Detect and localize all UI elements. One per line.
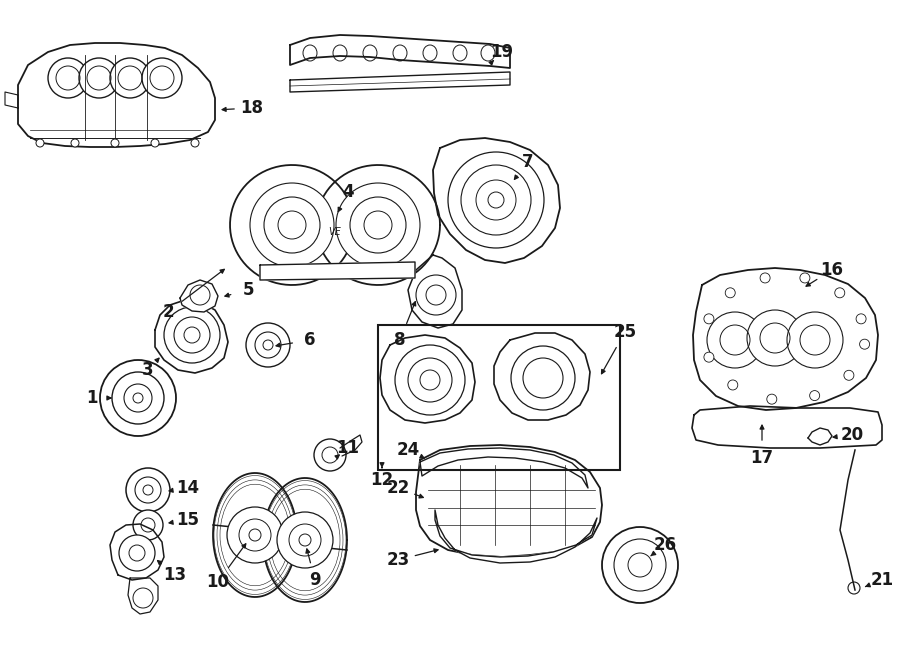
Text: 2: 2: [162, 303, 174, 321]
Text: 4: 4: [342, 183, 354, 201]
Circle shape: [704, 352, 714, 362]
Circle shape: [856, 314, 866, 324]
Circle shape: [133, 510, 163, 540]
Text: VE: VE: [328, 227, 341, 237]
Circle shape: [704, 314, 714, 324]
Text: 24: 24: [396, 441, 419, 459]
Circle shape: [448, 152, 544, 248]
Text: 1: 1: [86, 389, 98, 407]
Bar: [378, 325, 620, 470]
Circle shape: [48, 58, 88, 98]
Text: 11: 11: [337, 439, 359, 457]
Polygon shape: [290, 35, 510, 68]
Circle shape: [728, 380, 738, 390]
Circle shape: [602, 527, 678, 603]
Polygon shape: [180, 280, 218, 312]
Circle shape: [191, 139, 199, 147]
Circle shape: [511, 346, 575, 410]
Circle shape: [800, 273, 810, 283]
Polygon shape: [808, 428, 832, 445]
Polygon shape: [435, 510, 597, 563]
Circle shape: [767, 394, 777, 404]
Text: 16: 16: [821, 261, 843, 279]
Polygon shape: [18, 43, 215, 147]
Polygon shape: [5, 92, 18, 108]
Polygon shape: [263, 478, 347, 602]
Polygon shape: [290, 72, 510, 92]
Polygon shape: [155, 300, 228, 373]
Circle shape: [810, 391, 820, 401]
Text: 23: 23: [386, 551, 410, 569]
Circle shape: [707, 312, 763, 368]
Polygon shape: [260, 262, 415, 280]
Circle shape: [760, 273, 770, 283]
Circle shape: [164, 307, 220, 363]
Circle shape: [246, 323, 290, 367]
Circle shape: [142, 58, 182, 98]
Circle shape: [747, 310, 803, 366]
Circle shape: [844, 370, 854, 380]
Text: 10: 10: [206, 573, 230, 591]
Circle shape: [71, 139, 79, 147]
Circle shape: [835, 288, 845, 298]
Polygon shape: [494, 333, 590, 420]
Polygon shape: [408, 255, 462, 328]
Polygon shape: [316, 165, 440, 285]
Text: 22: 22: [386, 479, 410, 497]
Polygon shape: [433, 138, 560, 263]
Circle shape: [227, 507, 283, 563]
Circle shape: [36, 139, 44, 147]
Polygon shape: [128, 578, 158, 614]
Polygon shape: [230, 165, 354, 285]
Circle shape: [119, 535, 155, 571]
Circle shape: [336, 183, 420, 267]
Circle shape: [416, 275, 456, 315]
Text: 13: 13: [164, 566, 186, 584]
Circle shape: [787, 312, 843, 368]
Polygon shape: [420, 448, 588, 488]
Circle shape: [100, 360, 176, 436]
Text: 9: 9: [310, 571, 320, 589]
Circle shape: [860, 339, 869, 349]
Text: 8: 8: [394, 331, 406, 349]
Circle shape: [110, 58, 150, 98]
Text: 15: 15: [176, 511, 200, 529]
Polygon shape: [416, 445, 602, 557]
Text: 20: 20: [841, 426, 864, 444]
Text: 19: 19: [491, 43, 514, 61]
Text: 18: 18: [240, 99, 264, 117]
Circle shape: [126, 468, 170, 512]
Polygon shape: [693, 268, 878, 410]
Text: 3: 3: [142, 361, 154, 379]
Circle shape: [151, 139, 159, 147]
Polygon shape: [213, 473, 297, 597]
Text: 21: 21: [870, 571, 894, 589]
Text: 6: 6: [304, 331, 316, 349]
Text: 14: 14: [176, 479, 200, 497]
Circle shape: [725, 288, 735, 298]
Text: 5: 5: [242, 281, 254, 299]
Circle shape: [314, 439, 346, 471]
Polygon shape: [110, 524, 164, 580]
Polygon shape: [380, 335, 475, 423]
Text: 26: 26: [653, 536, 677, 554]
Circle shape: [79, 58, 119, 98]
Circle shape: [111, 139, 119, 147]
Circle shape: [614, 539, 666, 591]
Text: 17: 17: [751, 449, 774, 467]
Polygon shape: [692, 406, 882, 448]
Circle shape: [250, 183, 334, 267]
Text: 25: 25: [614, 323, 636, 341]
Circle shape: [277, 512, 333, 568]
Polygon shape: [340, 435, 362, 456]
Text: 12: 12: [371, 471, 393, 489]
Text: 7: 7: [522, 153, 534, 171]
Circle shape: [395, 345, 465, 415]
